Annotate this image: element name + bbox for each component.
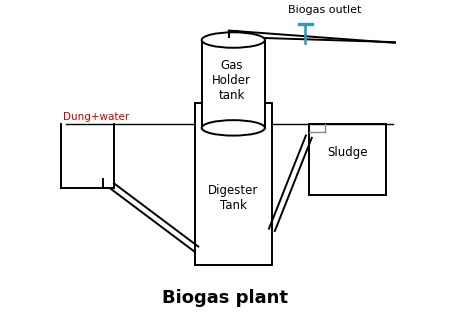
Text: Digester
Tank: Digester Tank bbox=[208, 184, 259, 212]
Text: Dung+water: Dung+water bbox=[63, 112, 129, 122]
Text: Biogas plant: Biogas plant bbox=[162, 289, 287, 307]
Bar bbox=[202, 40, 265, 128]
Bar bbox=[194, 103, 272, 265]
Text: Gas
Holder
tank: Gas Holder tank bbox=[212, 59, 251, 102]
Text: Sludge: Sludge bbox=[327, 146, 368, 159]
Ellipse shape bbox=[202, 120, 265, 136]
Text: Biogas outlet: Biogas outlet bbox=[288, 5, 361, 15]
Ellipse shape bbox=[202, 32, 265, 48]
